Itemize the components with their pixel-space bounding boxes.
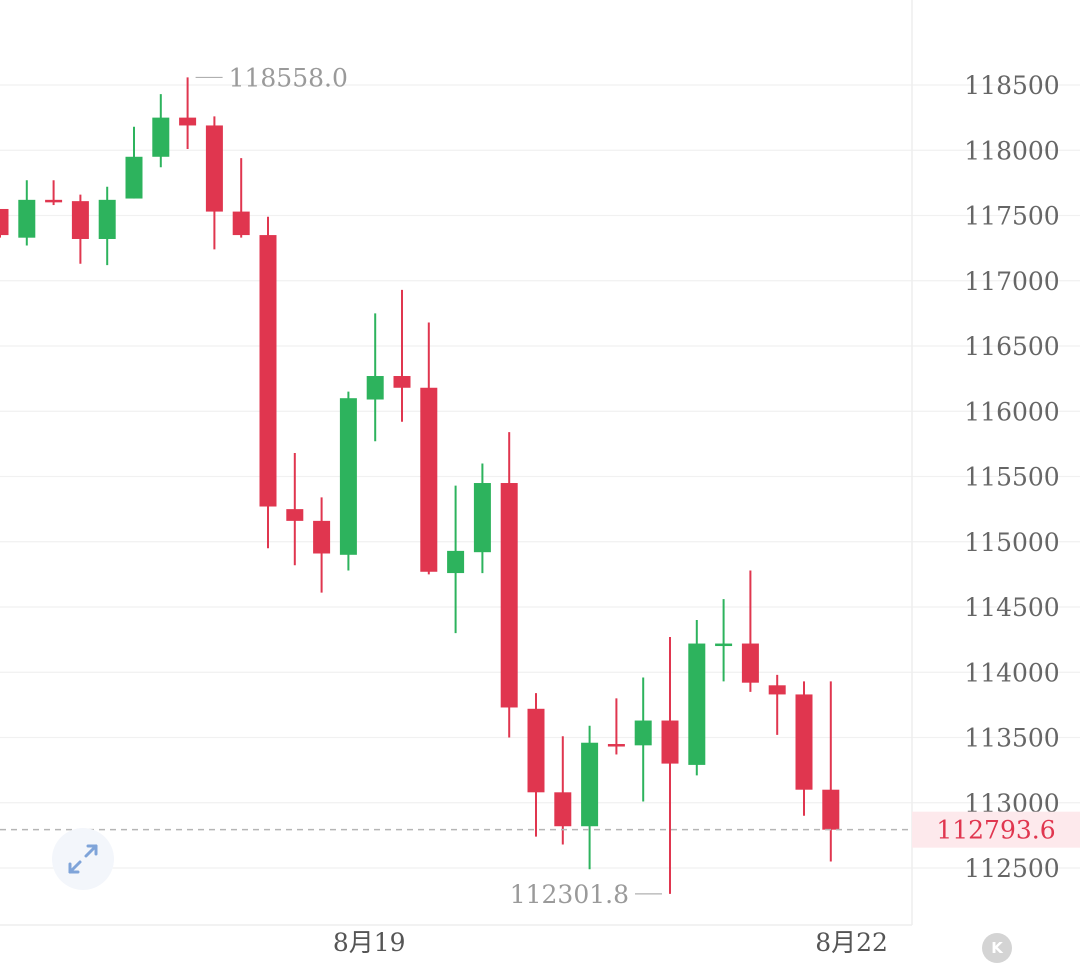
candle <box>607 698 625 755</box>
candle <box>661 637 679 894</box>
x-tick-label: 8月19 <box>333 928 406 957</box>
candle-body <box>822 789 840 830</box>
candle <box>339 391 357 571</box>
candle-body <box>0 208 9 236</box>
extreme-annotation: 112301.8 <box>510 880 662 909</box>
candle-body <box>688 643 706 765</box>
candle <box>527 693 545 837</box>
extreme-annotation: 118558.0 <box>195 63 348 92</box>
k-logo-icon: K <box>982 933 1012 963</box>
candle <box>366 313 384 442</box>
candle <box>18 180 36 246</box>
time-axis-labels: 8月19 8月22 <box>333 928 888 957</box>
candle-body <box>634 720 652 746</box>
candle-body <box>741 643 759 683</box>
y-tick-label: 113500 <box>964 724 1059 753</box>
candle-body <box>661 720 679 764</box>
candle-body <box>527 708 545 793</box>
candle-body <box>768 685 786 695</box>
current-price-label: 112793.6 <box>936 816 1055 845</box>
price-axis: 1125001130001135001140001145001150001155… <box>964 71 1059 883</box>
candle-body <box>500 483 518 708</box>
candle <box>447 485 465 634</box>
candle-body <box>179 117 197 126</box>
candle <box>795 681 813 816</box>
annotation-label: 118558.0 <box>229 63 348 92</box>
candle-body <box>795 694 813 790</box>
y-tick-label: 118500 <box>964 71 1059 100</box>
candle <box>581 725 599 870</box>
expand-arrows-icon <box>68 844 98 874</box>
y-tick-label: 115000 <box>964 528 1059 557</box>
current-price-tag <box>912 811 1080 848</box>
candle <box>205 116 223 250</box>
candle <box>715 599 733 682</box>
candle-body <box>447 550 465 574</box>
candle-body <box>366 376 384 400</box>
candle-body <box>71 201 89 239</box>
candle-body <box>152 117 170 157</box>
candle-body <box>205 125 223 212</box>
y-tick-label: 114000 <box>964 658 1059 687</box>
candle-body <box>313 520 331 554</box>
candle <box>98 186 116 266</box>
candle <box>822 681 840 862</box>
candle <box>0 208 9 238</box>
candle-body <box>45 199 63 203</box>
candle <box>71 194 89 264</box>
candle <box>741 570 759 692</box>
candle <box>768 674 786 735</box>
candle-body <box>420 387 438 572</box>
candle-body <box>232 211 250 236</box>
candle <box>420 322 438 575</box>
grid-lines <box>0 84 1080 869</box>
candle <box>125 126 143 199</box>
candle-body <box>607 744 625 747</box>
candle-body <box>339 398 357 555</box>
candle-body <box>286 509 304 521</box>
candle <box>45 180 63 206</box>
candle-body <box>393 376 411 388</box>
candle <box>634 677 652 802</box>
x-tick-label: 8月22 <box>815 928 888 957</box>
candle <box>393 289 411 422</box>
candle <box>554 736 572 845</box>
candle-body <box>125 156 143 199</box>
candle <box>152 94 170 168</box>
candle-body <box>581 742 599 827</box>
y-tick-label: 117000 <box>964 267 1059 296</box>
y-tick-label: 116500 <box>964 332 1059 361</box>
y-tick-label: 112500 <box>964 854 1059 883</box>
y-tick-label: 115500 <box>964 463 1059 492</box>
candle <box>286 453 304 566</box>
candle <box>232 158 250 238</box>
y-tick-label: 114500 <box>964 593 1059 622</box>
candle <box>500 432 518 738</box>
candle-body <box>473 483 491 553</box>
candle <box>313 497 331 593</box>
candle <box>259 216 277 549</box>
extreme-annotations: 118558.0 112301.8 <box>195 63 662 909</box>
expand-button[interactable] <box>52 828 114 890</box>
candle-body <box>715 643 733 647</box>
candle <box>473 463 491 574</box>
candle-body <box>554 792 572 827</box>
y-tick-label: 118000 <box>964 136 1059 165</box>
candle <box>688 620 706 776</box>
candle-body <box>98 199 116 239</box>
candle-body <box>18 199 36 238</box>
y-tick-label: 117500 <box>964 202 1059 231</box>
candle-body <box>259 235 277 507</box>
annotation-label: 112301.8 <box>510 880 629 909</box>
candle <box>179 77 197 149</box>
y-tick-label: 116000 <box>964 397 1059 426</box>
candles <box>0 77 840 894</box>
